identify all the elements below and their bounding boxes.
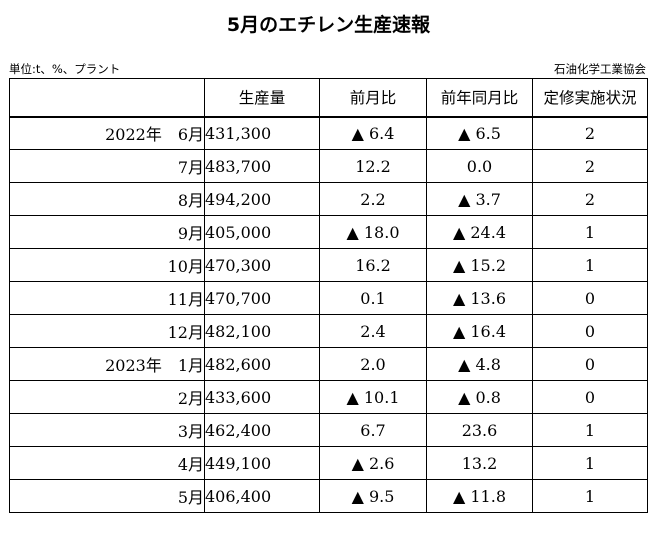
table-row: 10月 470,300 16.2 ▲ 15.2 1 [9,248,648,282]
unit-note: 単位:t、%、プラント [9,62,121,76]
production-cell: 433,600 [204,380,320,414]
period-cell: 2023年 1月 [9,347,205,381]
maintenance-cell: 0 [532,281,648,315]
yoy-cell: ▲ 11.8 [426,479,533,513]
mom-cell: ▲ 9.5 [319,479,427,513]
production-cell: 449,100 [204,446,320,480]
maintenance-cell: 2 [532,149,648,183]
production-cell: 406,400 [204,479,320,513]
mom-cell: ▲ 6.4 [319,115,427,150]
production-cell: 462,400 [204,413,320,447]
maintenance-cell: 0 [532,347,648,381]
mom-cell: ▲ 10.1 [319,380,427,414]
maintenance-cell: 1 [532,413,648,447]
yoy-cell: ▲ 3.7 [426,182,533,216]
header-period [9,78,205,117]
production-cell: 470,700 [204,281,320,315]
maintenance-cell: 0 [532,380,648,414]
period-cell: 9月 [9,215,205,249]
maintenance-cell: 0 [532,314,648,348]
maintenance-cell: 1 [532,248,648,282]
mom-cell: 0.1 [319,281,427,315]
mom-cell: 12.2 [319,149,427,183]
production-cell: 483,700 [204,149,320,183]
production-cell: 482,100 [204,314,320,348]
period-cell: 7月 [9,149,205,183]
production-cell: 470,300 [204,248,320,282]
table-row: 2022年 6月 431,300 ▲ 6.4 ▲ 6.5 2 [9,115,648,150]
mom-cell: 2.0 [319,347,427,381]
table-row: 8月 494,200 2.2 ▲ 3.7 2 [9,182,648,216]
source-label: 石油化学工業協会 [554,62,646,76]
mom-cell: 16.2 [319,248,427,282]
production-cell: 405,000 [204,215,320,249]
yoy-cell: ▲ 4.8 [426,347,533,381]
yoy-cell: 13.2 [426,446,533,480]
header-maintenance: 定修実施状況 [532,78,648,117]
yoy-cell: ▲ 6.5 [426,115,533,150]
period-cell: 10月 [9,248,205,282]
mom-cell: 2.4 [319,314,427,348]
table-row: 3月 462,400 6.7 23.6 1 [9,413,648,447]
period-cell: 2022年 6月 [9,115,205,150]
ethylene-production-table: 生産量 前月比 前年同月比 定修実施状況 2022年 6月 431,300 ▲ 6.… [9,78,648,513]
yoy-cell: ▲ 13.6 [426,281,533,315]
yoy-cell: 23.6 [426,413,533,447]
production-cell: 431,300 [204,115,320,150]
table-row: 12月 482,100 2.4 ▲ 16.4 0 [9,314,648,348]
mom-cell: 6.7 [319,413,427,447]
maintenance-cell: 2 [532,182,648,216]
maintenance-cell: 1 [532,215,648,249]
period-cell: 2月 [9,380,205,414]
table-row: 7月 483,700 12.2 0.0 2 [9,149,648,183]
period-cell: 12月 [9,314,205,348]
page-title: 5月のエチレン生産速報 [226,14,431,36]
maintenance-cell: 1 [532,446,648,480]
mom-cell: ▲ 2.6 [319,446,427,480]
period-cell: 4月 [9,446,205,480]
period-cell: 5月 [9,479,205,513]
maintenance-cell: 2 [532,115,648,150]
table-body: 2022年 6月 431,300 ▲ 6.4 ▲ 6.5 2 7月 483,700 12.2 0… [9,115,648,513]
maintenance-cell: 1 [532,479,648,513]
yoy-cell: 0.0 [426,149,533,183]
production-cell: 494,200 [204,182,320,216]
table-row: 4月 449,100 ▲ 2.6 13.2 1 [9,446,648,480]
header-production: 生産量 [204,78,320,117]
production-cell: 482,600 [204,347,320,381]
table-row: 11月 470,700 0.1 ▲ 13.6 0 [9,281,648,315]
yoy-cell: ▲ 15.2 [426,248,533,282]
period-cell: 11月 [9,281,205,315]
table-row: 5月 406,400 ▲ 9.5 ▲ 11.8 1 [9,479,648,513]
table-row: 9月 405,000 ▲ 18.0 ▲ 24.4 1 [9,215,648,249]
yoy-cell: ▲ 24.4 [426,215,533,249]
yoy-cell: ▲ 0.8 [426,380,533,414]
table-row: 2023年 1月 482,600 2.0 ▲ 4.8 0 [9,347,648,381]
yoy-cell: ▲ 16.4 [426,314,533,348]
table-row: 2月 433,600 ▲ 10.1 ▲ 0.8 0 [9,380,648,414]
header-yoy: 前年同月比 [426,78,533,117]
period-cell: 8月 [9,182,205,216]
header-mom: 前月比 [319,78,427,117]
mom-cell: 2.2 [319,182,427,216]
mom-cell: ▲ 18.0 [319,215,427,249]
period-cell: 3月 [9,413,205,447]
table-header-row: 生産量 前月比 前年同月比 定修実施状況 [9,78,648,117]
